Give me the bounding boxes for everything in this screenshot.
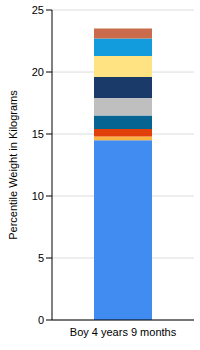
svg-text:Boy 4 years 9 months: Boy 4 years 9 months [70,326,177,338]
svg-text:10: 10 [32,190,44,202]
svg-text:5: 5 [38,252,44,264]
svg-text:0: 0 [38,314,44,326]
svg-text:20: 20 [32,66,44,78]
svg-text:25: 25 [32,4,44,16]
svg-text:Percentile Weight in Kilograms: Percentile Weight in Kilograms [8,90,19,240]
svg-text:15: 15 [32,128,44,140]
